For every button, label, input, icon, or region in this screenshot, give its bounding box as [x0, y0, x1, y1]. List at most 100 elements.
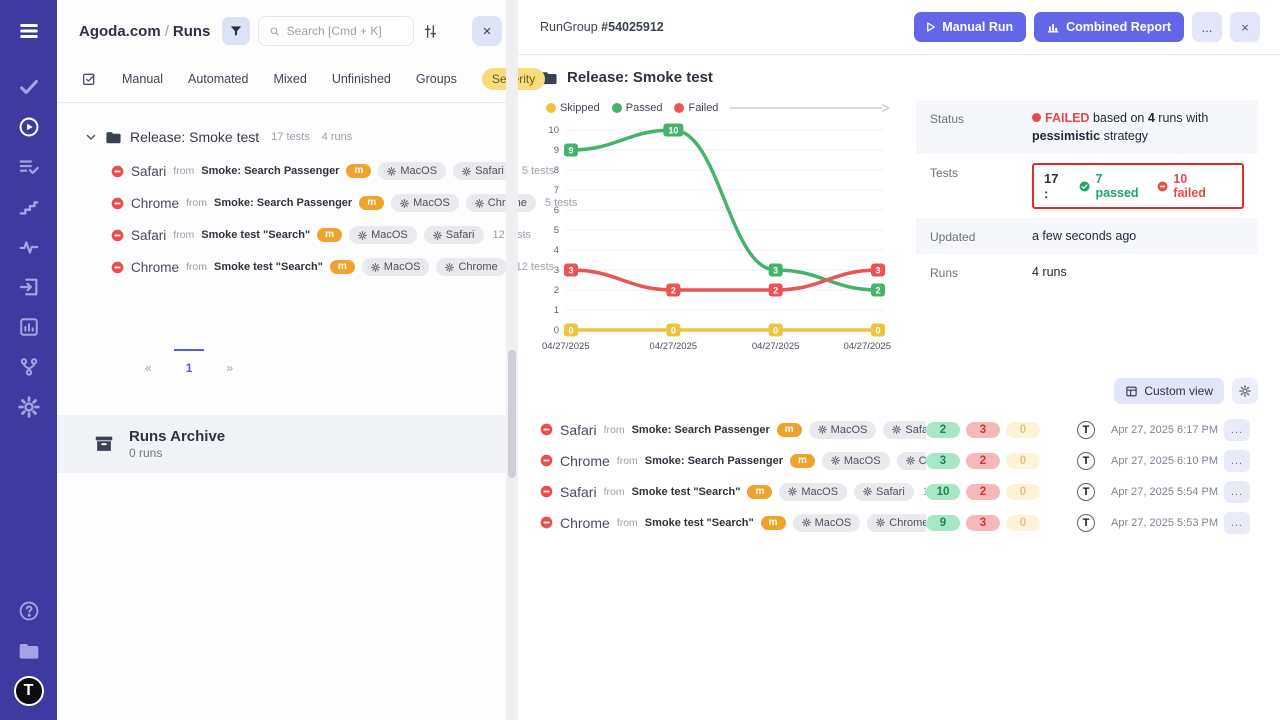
row-more-icon[interactable]: ... [1224, 480, 1250, 503]
run-row[interactable]: Safari from Smoke: Search Passenger m Ma… [540, 414, 1258, 445]
failed-pill: 3 [966, 421, 1000, 438]
result-pills: 10 2 0 [926, 483, 1066, 500]
env-tag: MacOS [391, 194, 459, 212]
updated-row: Updated a few seconds ago [916, 218, 1258, 255]
skipped-pill: 0 [1006, 452, 1040, 469]
env-tag: Safari [883, 420, 926, 439]
env-tag: Chrome [436, 258, 507, 276]
steps-icon[interactable] [12, 190, 46, 224]
panel-close-icon[interactable]: × [472, 16, 502, 46]
gear-icon [876, 518, 885, 527]
gear-icon [445, 263, 454, 272]
trend-arrow-icon [730, 103, 890, 113]
pagination-prev[interactable]: « [133, 349, 164, 379]
custom-view-button[interactable]: Custom view [1114, 378, 1224, 404]
plans-list-check-icon[interactable] [12, 150, 46, 184]
folder-icon [105, 130, 122, 145]
env-tag: Chrome [465, 194, 536, 212]
runs-play-circle-icon[interactable] [12, 110, 46, 144]
tab-manual[interactable]: Manual [122, 72, 163, 86]
run-tree-item[interactable]: Safari from Smoke test "Search" m MacOS … [57, 219, 531, 251]
env-tag: MacOS [779, 482, 848, 501]
env-tag: MacOS [349, 226, 417, 244]
close-detail-icon[interactable]: × [1230, 12, 1260, 42]
passed-count: 7 passed [1079, 172, 1141, 200]
adjustments-icon[interactable] [422, 23, 439, 40]
manual-badge: m [760, 515, 786, 530]
svg-text:0: 0 [671, 326, 676, 336]
check-circle-icon [1079, 180, 1090, 193]
result-pills: 9 3 0 [926, 514, 1066, 531]
run-row[interactable]: Safari from Smoke test "Search" m MacOS … [540, 476, 1258, 507]
search-icon [270, 26, 280, 36]
run-tree-item[interactable]: Chrome from Smoke: Search Passenger m Ma… [57, 187, 577, 219]
settings-gear-icon[interactable] [12, 390, 46, 424]
select-all-icon[interactable] [81, 71, 97, 87]
env-tag: Chrome [867, 513, 926, 532]
gear-icon [433, 231, 442, 240]
pagination-next[interactable]: » [214, 349, 245, 379]
pulse-icon[interactable] [12, 230, 46, 264]
branch-icon[interactable] [12, 350, 46, 384]
gear-icon [371, 263, 380, 272]
run-tree-item[interactable]: Chrome from Smoke test "Search" m MacOS … [57, 251, 554, 283]
run-row[interactable]: Chrome from Smoke test "Search" m MacOS … [540, 507, 1258, 538]
svg-text:1: 1 [554, 305, 559, 316]
row-more-icon[interactable]: ... [1224, 418, 1250, 441]
rungroup-title: Release: Smoke test [567, 69, 713, 86]
tab-automated[interactable]: Automated [188, 72, 249, 86]
manual-run-button[interactable]: Manual Run [914, 12, 1027, 42]
tab-unfinished[interactable]: Unfinished [331, 72, 391, 86]
skipped-pill: 0 [1006, 421, 1040, 438]
tab-groups[interactable]: Groups [415, 72, 457, 86]
row-more-icon[interactable]: ... [1224, 449, 1250, 472]
filter-funnel-icon[interactable] [222, 17, 251, 45]
legend-item-failed[interactable]: Failed [674, 102, 718, 114]
account-logo-avatar[interactable]: T [12, 674, 46, 708]
svg-text:9: 9 [568, 146, 573, 156]
gear-icon [358, 231, 367, 240]
runs-archive[interactable]: Runs Archive 0 runs [57, 415, 506, 473]
tests-check-icon[interactable] [12, 70, 46, 104]
search-input[interactable] [258, 16, 415, 46]
run-group-row[interactable]: Release: Smoke test 17 tests 4 runs [57, 123, 506, 155]
chart-legend: Skipped Passed Failed [540, 100, 892, 118]
svg-text:10: 10 [668, 126, 678, 136]
search-field[interactable] [286, 24, 404, 38]
legend-item-passed[interactable]: Passed [611, 102, 662, 114]
run-tree-item[interactable]: Safari from Smoke: Search Passenger m Ma… [57, 155, 554, 187]
rungroup-status-table: Status FAILED based on 4 runs with pessi… [916, 100, 1258, 291]
gear-icon [863, 487, 872, 496]
pagination: « 1 » [57, 349, 506, 379]
chevron-down-icon [86, 134, 96, 140]
breadcrumb[interactable]: Agoda.com / Runs [79, 22, 211, 40]
help-icon[interactable] [12, 594, 46, 628]
legend-item-skipped[interactable]: Skipped [546, 102, 600, 114]
failed-pill: 3 [966, 514, 1000, 531]
menu-icon[interactable] [12, 14, 46, 48]
svg-text:04/27/2025: 04/27/2025 [542, 341, 590, 352]
combined-report-button[interactable]: Combined Report [1034, 12, 1184, 42]
tests-annotation-box: 17 : 7 passed 10 failed [1032, 163, 1244, 210]
failed-minus-icon [540, 516, 553, 529]
run-row[interactable]: Chrome from Smoke: Search Passenger m Ma… [540, 445, 1258, 476]
svg-text:2: 2 [554, 285, 559, 296]
passed-pill: 10 [926, 483, 960, 500]
analytics-icon[interactable] [12, 310, 46, 344]
more-options-icon[interactable]: ... [1192, 12, 1222, 42]
import-icon[interactable] [12, 270, 46, 304]
rungroup-header: RunGroup #54025912 Manual Run Combined R… [518, 0, 1280, 55]
svg-text:0: 0 [773, 326, 778, 336]
bar-chart-icon [1047, 23, 1059, 32]
svg-text:3: 3 [554, 265, 559, 276]
view-settings-gear-icon[interactable] [1232, 378, 1258, 404]
skipped-dot-icon [546, 103, 556, 113]
pagination-page-1[interactable]: 1 [173, 349, 205, 379]
row-more-icon[interactable]: ... [1224, 511, 1250, 534]
svg-text:2: 2 [875, 286, 880, 296]
tab-mixed[interactable]: Mixed [273, 72, 307, 86]
app-sidebar: T [0, 0, 57, 720]
scrollbar-thumb[interactable] [508, 350, 516, 478]
env-tag: MacOS [821, 451, 890, 470]
projects-folder-icon[interactable] [12, 634, 46, 668]
